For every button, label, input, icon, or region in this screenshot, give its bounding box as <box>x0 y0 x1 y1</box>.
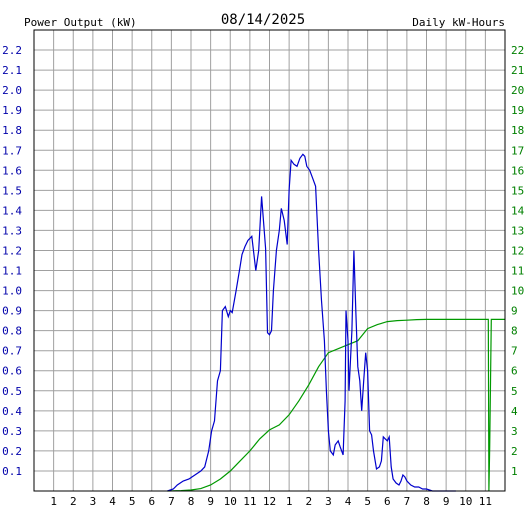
x-tick-label: 7 <box>404 495 411 508</box>
x-tick-label: 7 <box>168 495 175 508</box>
x-tick-label: 11 <box>243 495 256 508</box>
x-axis-ticks: 1 2 3 4 5 6 7 8 9 10 11 12 1 2 3 4 5 6 7 8 9 10 11 <box>50 495 492 508</box>
left-tick-label: 0.3 <box>2 425 22 438</box>
left-tick-label: 0.4 <box>2 405 22 418</box>
left-tick-label: 2.2 <box>2 44 22 57</box>
left-tick-label: 1.7 <box>2 144 22 157</box>
x-tick-label: 9 <box>443 495 450 508</box>
left-tick-label: 0.2 <box>2 445 22 458</box>
right-tick-label: 19 <box>511 104 524 117</box>
right-tick-label: 14 <box>511 204 525 217</box>
x-tick-label: 4 <box>345 495 352 508</box>
right-tick-label: 15 <box>511 184 524 197</box>
energy-series-group <box>167 318 505 492</box>
x-tick-label: 10 <box>224 495 237 508</box>
right-tick-label: 5 <box>511 385 518 398</box>
right-tick-label: 7 <box>511 345 518 358</box>
energy-series-line <box>167 318 505 492</box>
left-tick-label: 2.1 <box>2 64 22 77</box>
right-tick-label: 12 <box>511 244 524 257</box>
left-tick-label: 1.9 <box>2 104 22 117</box>
x-tick-label: 1 <box>50 495 57 508</box>
x-tick-label: 5 <box>364 495 371 508</box>
right-tick-label: 9 <box>511 305 518 318</box>
right-tick-label: 6 <box>511 365 518 378</box>
right-tick-label: 10 <box>511 285 524 298</box>
right-tick-label: 21 <box>511 64 524 77</box>
left-tick-label: 1.8 <box>2 124 22 137</box>
left-axis-ticks: 0.1 0.2 0.3 0.4 0.5 0.6 0.7 0.8 0.9 1.0 1.1 1.2 1.3 1… <box>2 44 22 478</box>
right-tick-label: 8 <box>511 325 518 338</box>
grid <box>34 30 505 491</box>
right-axis-title: Daily kW-Hours <box>412 16 505 29</box>
x-tick-label: 8 <box>188 495 195 508</box>
left-tick-label: 1.4 <box>2 204 22 217</box>
right-tick-label: 4 <box>511 405 518 418</box>
left-tick-label: 0.1 <box>2 465 22 478</box>
right-tick-label: 1 <box>511 465 518 478</box>
left-tick-label: 1.5 <box>2 184 22 197</box>
left-tick-label: 0.5 <box>2 385 22 398</box>
x-tick-label: 2 <box>305 495 312 508</box>
left-tick-label: 1.2 <box>2 244 22 257</box>
left-tick-label: 0.9 <box>2 305 22 318</box>
x-tick-label: 2 <box>70 495 77 508</box>
left-tick-label: 1.3 <box>2 224 22 237</box>
x-tick-label: 8 <box>423 495 430 508</box>
x-tick-label: 3 <box>90 495 97 508</box>
right-tick-label: 11 <box>511 265 524 278</box>
left-tick-label: 0.7 <box>2 345 22 358</box>
left-tick-label: 0.8 <box>2 325 22 338</box>
right-tick-label: 17 <box>511 144 524 157</box>
right-tick-label: 13 <box>511 224 524 237</box>
x-tick-label: 6 <box>384 495 391 508</box>
chart-date: 08/14/2025 <box>221 12 305 28</box>
x-tick-label: 10 <box>459 495 472 508</box>
x-tick-label: 9 <box>207 495 214 508</box>
right-tick-label: 3 <box>511 425 518 438</box>
x-tick-label: 6 <box>148 495 155 508</box>
left-axis-title: Power Output (kW) <box>24 16 137 29</box>
x-tick-label: 4 <box>109 495 116 508</box>
power-series-group <box>167 153 456 492</box>
left-tick-label: 2.0 <box>2 84 22 97</box>
x-tick-label: 5 <box>129 495 136 508</box>
left-tick-label: 1.0 <box>2 285 22 298</box>
x-tick-label: 11 <box>479 495 492 508</box>
right-tick-label: 20 <box>511 84 524 97</box>
x-tick-label: 1 <box>286 495 293 508</box>
left-tick-label: 0.6 <box>2 365 22 378</box>
right-tick-label: 16 <box>511 164 524 177</box>
x-tick-label: 3 <box>325 495 332 508</box>
left-tick-label: 1.6 <box>2 164 22 177</box>
left-tick-label: 1.1 <box>2 265 22 278</box>
right-tick-label: 18 <box>511 124 524 137</box>
right-tick-label: 2 <box>511 445 518 458</box>
right-tick-label: 22 <box>511 44 524 57</box>
power-series-line <box>167 153 456 492</box>
plot-frame <box>33 29 506 492</box>
x-tick-label: 12 <box>263 495 276 508</box>
